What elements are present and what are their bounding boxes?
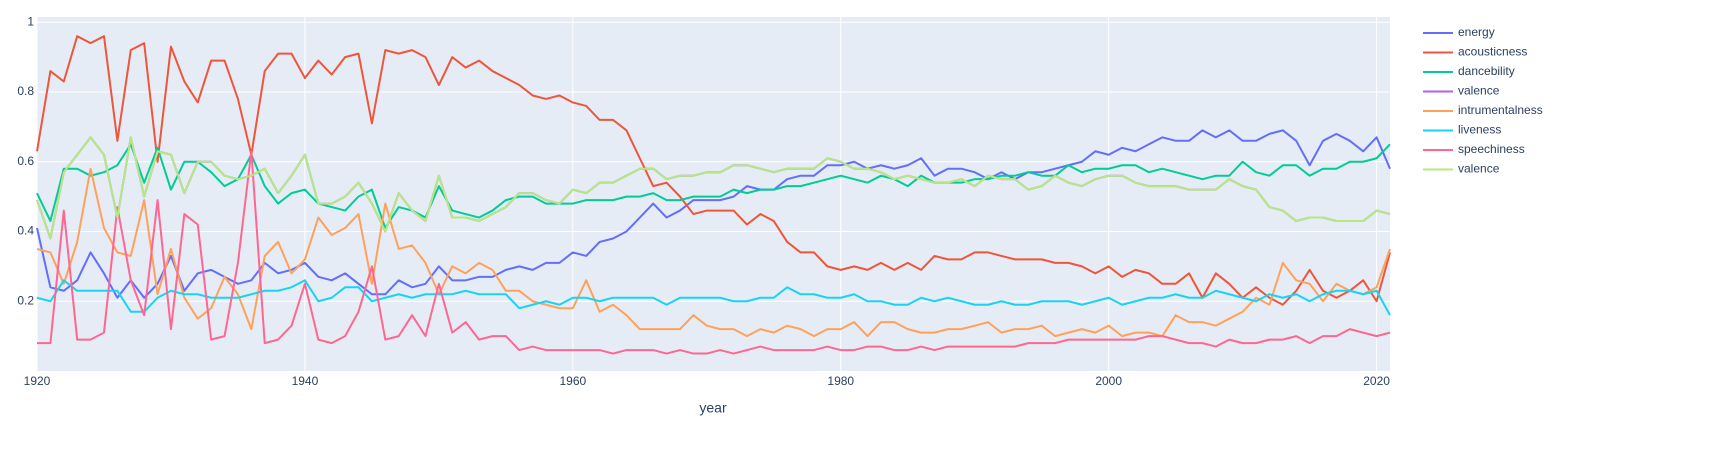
y-tick-label: 0.6 [17,154,34,168]
y-tick-label: 0.4 [17,224,34,238]
legend-item[interactable]: valence [1423,84,1500,98]
x-axis-title: year [699,400,727,416]
legend-label[interactable]: intrumentalness [1458,103,1543,117]
series-line [37,150,1391,355]
legend-item[interactable]: intrumentalness [1423,103,1543,117]
legend-label[interactable]: energy [1458,25,1495,39]
legend-item[interactable]: energy [1423,25,1495,39]
y-tick-label: 1 [27,14,34,28]
plot-background [37,17,1390,371]
legend-label[interactable]: valence [1458,84,1500,98]
x-tick-label: 1920 [24,374,51,388]
x-tick-label: 1960 [559,374,586,388]
x-tick-label: 1940 [292,374,319,388]
series-line [36,167,1391,338]
legend-item[interactable]: liveness [1423,123,1501,137]
legend-label[interactable]: valence [1458,162,1500,176]
x-tick-label: 2020 [1363,374,1390,388]
series-line [36,143,1391,229]
series-line [36,279,1391,316]
series-line [36,136,1391,240]
legend-label[interactable]: speechiness [1458,142,1525,156]
legend-label[interactable]: liveness [1458,123,1501,137]
x-tick-label: 2000 [1095,374,1122,388]
series-line [36,35,1391,306]
y-tick-label: 0.8 [17,84,34,98]
legend-item[interactable]: dancebility [1423,64,1515,78]
lines [36,35,1391,355]
legend-item[interactable]: speechiness [1423,142,1525,156]
legend-item[interactable]: acousticness [1423,45,1527,59]
y-tick-label: 0.2 [17,293,34,307]
legend-label[interactable]: acousticness [1458,45,1527,59]
x-tick-label: 1980 [827,374,854,388]
legend-item[interactable]: valence [1423,162,1500,176]
legend-label[interactable]: dancebility [1458,64,1515,78]
legend: energy acousticness dancebility valence intr… [1423,25,1543,176]
